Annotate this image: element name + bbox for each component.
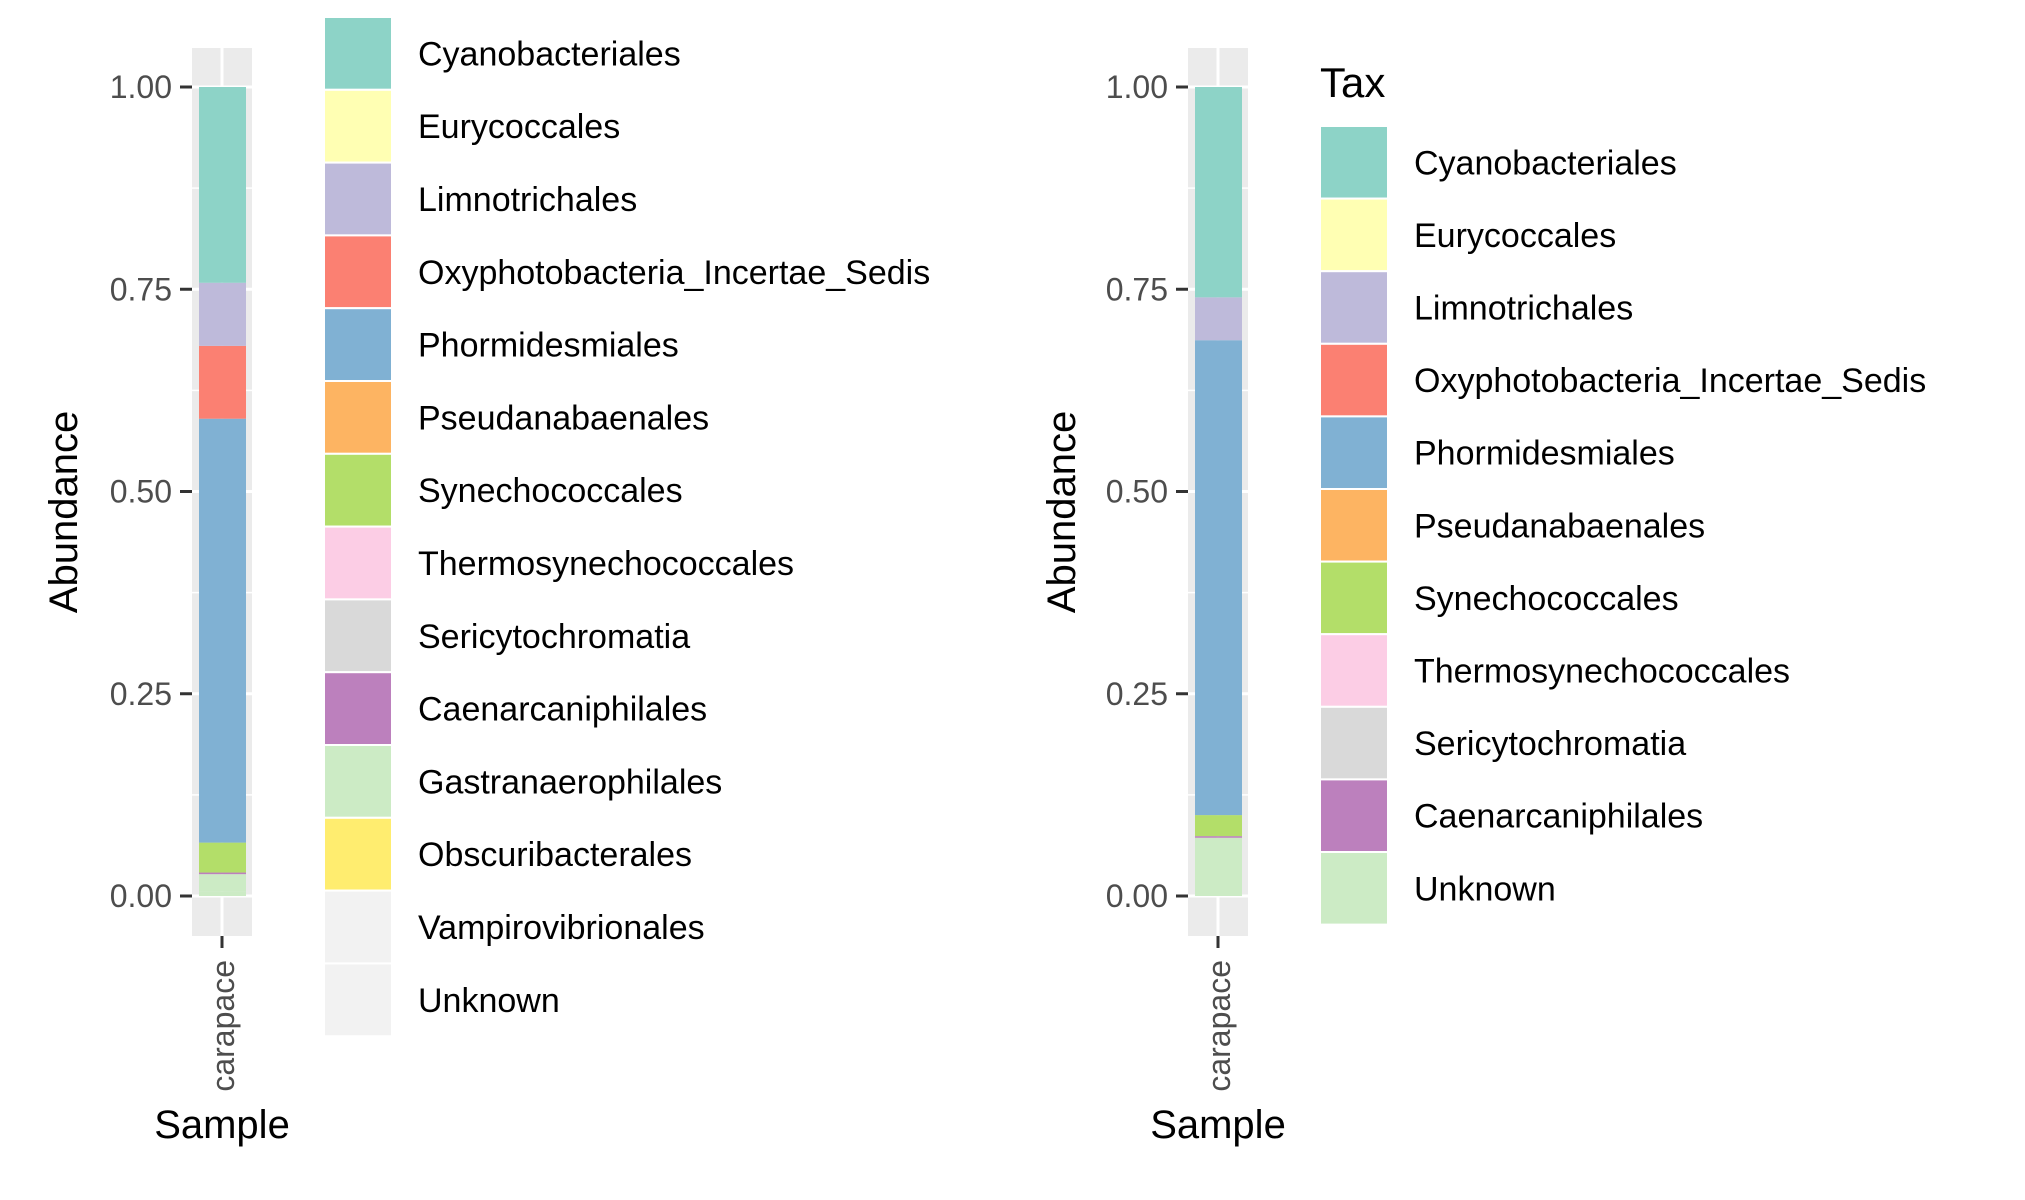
y-tick-label: 0.25 [1106,676,1168,712]
legend-key [323,525,393,601]
legend-key [323,161,393,237]
bar-segment-unknown [199,891,246,896]
y-tick-label: 0.75 [110,271,172,307]
y-tick-label: 0.75 [1106,271,1168,307]
y-axis-title: Abundance [1040,411,1084,613]
legend-key [1319,488,1389,563]
legend-label: Synechococcales [1414,580,1679,618]
legend-key [323,598,393,674]
legend-key [1319,560,1389,636]
legend-label: Caenarcaniphilales [418,691,707,729]
legend-key [323,816,393,892]
bar-segment-phormidesmiales [199,418,246,843]
bar-segment-cyanobacteriales [199,87,246,283]
legend-key [323,671,393,747]
legend-key [1319,633,1389,708]
legend-label: Thermosynechococcales [418,545,794,583]
legend-key [323,380,393,455]
legend-label: Cyanobacteriales [1414,144,1677,182]
legend-label: Sericytochromatia [418,618,690,656]
legend-key [323,889,393,965]
y-axis-title: Abundance [42,411,86,613]
x-axis-title: Sample [1150,1103,1286,1147]
y-tick-label: 0.50 [1106,474,1168,510]
legend-key [1319,342,1389,418]
legend-label: Cyanobacteriales [418,35,681,73]
bar-segment-gastranaerophilales [199,874,246,892]
bar-segment-caenarcaniphilales [199,872,246,875]
x-tick-label: carapace [1201,960,1237,1092]
left-chart: 0.00 0.25 0.50 0.75 1.00 carapace Abundance Sam… [42,16,930,1147]
y-tick-label: 0.00 [1106,878,1168,914]
legend-label: Oxyphotobacteria_Incertae_Sedis [1414,362,1926,400]
legend-key [323,88,393,164]
y-tick-label: 0.50 [110,474,172,510]
legend-label: Vampirovibrionales [418,909,705,947]
legend-label: Thermosynechococcales [1414,653,1790,691]
bar-segment-unknown [1195,837,1242,896]
legend-label: Synechococcales [418,472,683,510]
bar-segment-limnotrichales [199,282,246,346]
legend-label: Pseudanabaenales [418,399,709,437]
legend-key [323,307,393,383]
legend-label: Limnotrichales [1414,290,1633,328]
x-tick-label: carapace [205,960,241,1092]
bar-segment-limnotrichales [1195,297,1242,341]
legend-key [1319,851,1389,926]
legend-label: Unknown [1414,870,1556,908]
legend-label: Obscuribacterales [418,836,692,874]
x-axis-title: Sample [154,1103,290,1147]
bar-segment-caenarcaniphilales [1195,836,1242,838]
legend-key [323,234,393,310]
legend-key [1319,270,1389,345]
legend-label: Eurycoccales [418,108,620,146]
bar-segment-synechococcales [1195,815,1242,837]
legend-title: Tax [1320,59,1385,106]
legend-label: Eurycoccales [1414,217,1616,255]
legend-key [323,452,393,528]
bar-segment-oxyphotobacteria-incertae-sedis [199,345,246,419]
bar-segment-phormidesmiales [1195,340,1242,816]
legend-key [323,962,393,1038]
legend-label: Unknown [418,982,560,1020]
y-tick-label: 1.00 [110,69,172,105]
legend-key [1319,415,1389,490]
y-tick-label: 0.00 [110,878,172,914]
bar-segment-cyanobacteriales [1195,87,1242,298]
legend-label: Phormidesmiales [1414,435,1675,473]
legend-label: Gastranaerophilales [418,763,722,801]
legend-key [323,16,393,91]
legend-key [323,744,393,819]
bar-segment-synechococcales [199,842,246,873]
legend-key [1319,125,1389,200]
legend-label: Caenarcaniphilales [1414,798,1703,836]
legend-key [1319,705,1389,781]
y-tick-label: 1.00 [1106,69,1168,105]
y-tick-label: 0.25 [110,676,172,712]
legend-label: Limnotrichales [418,181,637,219]
legend-key [1319,778,1389,854]
right-chart: 0.00 0.25 0.50 0.75 1.00 carapace Abundance Sam… [1040,48,1926,1147]
legend-key [1319,197,1389,273]
legend-label: Sericytochromatia [1414,725,1686,763]
legend-label: Oxyphotobacteria_Incertae_Sedis [418,254,930,292]
legend-label: Phormidesmiales [418,327,679,365]
legend-label: Pseudanabaenales [1414,507,1705,545]
